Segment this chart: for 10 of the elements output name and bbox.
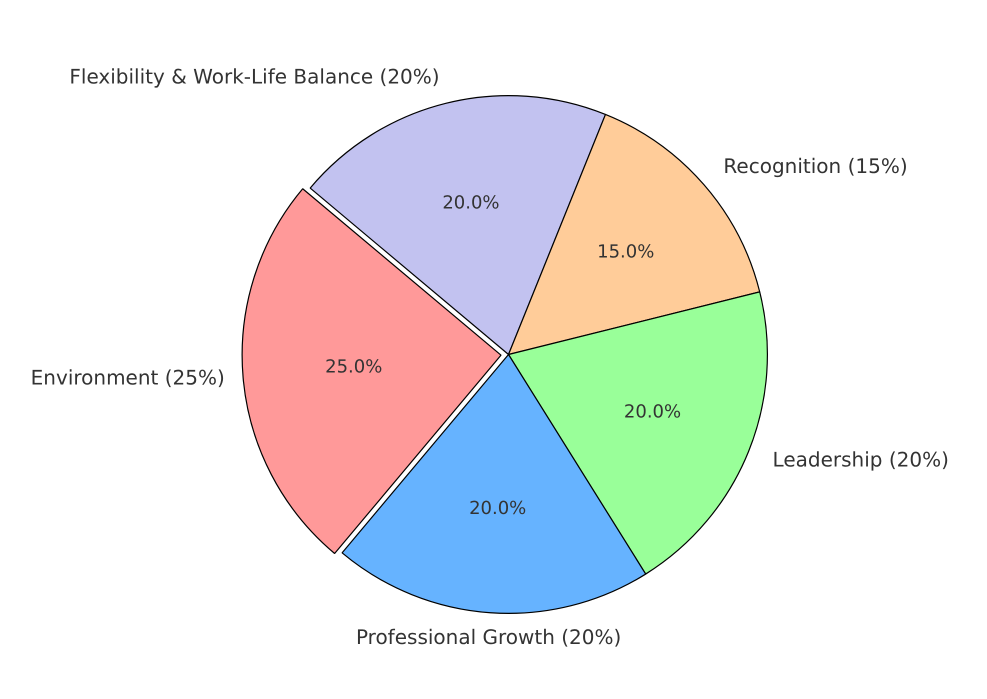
slice-label: Recognition (15%) bbox=[723, 154, 908, 178]
slice-label: Professional Growth (20%) bbox=[356, 624, 622, 649]
slice-label: Flexibility & Work-Life Balance (20%) bbox=[69, 64, 440, 88]
data-label: 25.0% bbox=[325, 356, 382, 378]
data-label: 20.0% bbox=[469, 498, 526, 520]
data-label: 15.0% bbox=[597, 241, 654, 262]
data-label: 20.0% bbox=[442, 192, 500, 214]
data-label: 20.0% bbox=[624, 401, 682, 422]
slice-label: Environment (25%) bbox=[30, 366, 225, 390]
slice-label: Leadership (20%) bbox=[772, 447, 949, 472]
